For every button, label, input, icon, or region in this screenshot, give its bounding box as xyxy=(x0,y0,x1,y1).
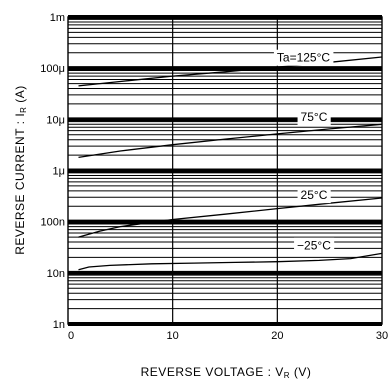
series-label: 25°C xyxy=(301,188,328,202)
y-tick-label: 100μ xyxy=(40,63,65,75)
x-axis-title: REVERSE VOLTAGE : VR (V) xyxy=(141,365,312,380)
series-line xyxy=(78,197,383,238)
y-tick-label: 10μ xyxy=(46,114,65,126)
series-labels: Ta=125°C 75°C 25°C −25°C xyxy=(273,49,335,254)
y-tick-label: 1μ xyxy=(53,166,65,178)
series-label-bg xyxy=(297,109,331,126)
x-axis-title-sub: R xyxy=(284,371,290,380)
series-line xyxy=(78,123,383,159)
y-axis-title-unit: (A) xyxy=(13,85,27,106)
series-label: −25°C xyxy=(297,239,331,253)
tick-labels: 1m 100μ 10μ 1μ 100n 10n 1n0 10 20 30 xyxy=(40,12,388,342)
grid xyxy=(68,15,382,326)
x-axis-title-unit: (V) xyxy=(290,365,311,379)
y-axis-title-sub: R xyxy=(19,107,28,113)
x-tick-label: 10 xyxy=(167,330,179,342)
x-tick-label: 30 xyxy=(376,330,388,342)
y-axis-title: REVERSE CURRENT : IR (A) xyxy=(13,85,28,255)
y-tick-label: 1n xyxy=(53,319,65,331)
series-label-bg xyxy=(297,187,331,204)
y-tick-label: 100n xyxy=(41,217,65,229)
series-line xyxy=(78,252,383,271)
series-label: Ta=125°C xyxy=(277,51,331,65)
series-label: 75°C xyxy=(301,110,328,124)
series-label-bg xyxy=(273,49,334,66)
x-tick-label: 20 xyxy=(271,330,283,342)
y-tick-label: 1m xyxy=(50,12,65,24)
x-tick-label: 0 xyxy=(68,330,74,342)
y-tick-label: 10n xyxy=(47,268,65,280)
series-line xyxy=(78,56,383,87)
plot-frame xyxy=(67,16,383,325)
series-label-bg xyxy=(294,237,335,254)
